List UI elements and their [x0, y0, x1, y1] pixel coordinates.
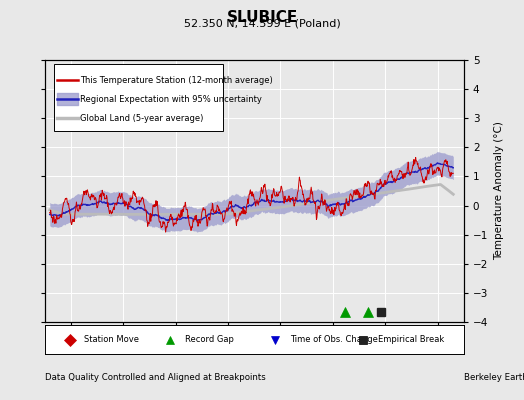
Text: Time of Obs. Change: Time of Obs. Change	[290, 335, 378, 344]
Text: Berkeley Earth: Berkeley Earth	[464, 374, 524, 382]
FancyBboxPatch shape	[54, 64, 223, 131]
Y-axis label: Temperature Anomaly (°C): Temperature Anomaly (°C)	[494, 122, 504, 260]
Text: SLUBICE: SLUBICE	[226, 10, 298, 25]
Text: Station Move: Station Move	[84, 335, 139, 344]
Text: Global Land (5-year average): Global Land (5-year average)	[80, 114, 203, 123]
Text: Empirical Break: Empirical Break	[378, 335, 444, 344]
Text: This Temperature Station (12-month average): This Temperature Station (12-month avera…	[80, 76, 273, 85]
Text: Data Quality Controlled and Aligned at Breakpoints: Data Quality Controlled and Aligned at B…	[45, 374, 265, 382]
Text: 52.350 N, 14.599 E (Poland): 52.350 N, 14.599 E (Poland)	[183, 18, 341, 28]
Text: Regional Expectation with 95% uncertainty: Regional Expectation with 95% uncertaint…	[80, 95, 262, 104]
Text: Record Gap: Record Gap	[185, 335, 234, 344]
